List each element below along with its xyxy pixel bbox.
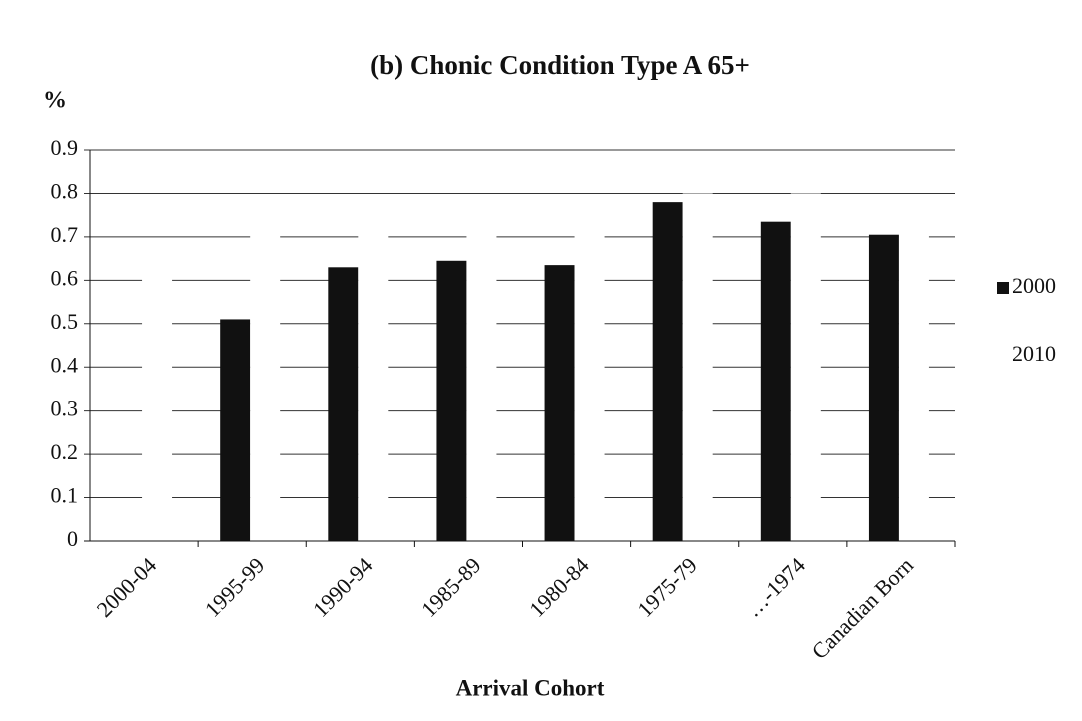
legend-swatch [997,282,1009,294]
bar [790,193,821,541]
bar [250,215,281,541]
bar [682,193,713,541]
y-axis-label: % [43,88,67,114]
bar [544,265,575,541]
y-tick-label: 0.8 [51,178,79,203]
bar [652,202,683,541]
chart-title: (b) Chonic Condition Type A 65+ [370,50,750,80]
y-tick-label: 0.4 [51,352,79,377]
y-tick-label: 0.9 [51,135,79,160]
y-tick-label: 0.3 [51,396,79,421]
legend-label: 2010 [1012,341,1056,366]
x-axis-label: Arrival Cohort [456,675,605,700]
legend-label: 2000 [1012,273,1056,298]
y-tick-label: 0.2 [51,439,79,464]
bar [868,234,899,541]
bar [466,228,497,541]
y-tick-label: 0.7 [51,222,79,247]
y-tick-label: 0.1 [51,483,79,508]
bar [574,215,605,541]
bar [898,202,929,541]
y-tick-label: 0.5 [51,309,79,334]
bar [220,319,251,541]
bar [760,221,791,541]
y-tick-label: 0 [67,526,78,551]
bar [142,258,173,541]
bar [328,267,359,541]
y-tick-label: 0.6 [51,265,79,290]
bar [436,260,467,541]
legend-swatch [997,350,1009,362]
bar [358,215,389,541]
